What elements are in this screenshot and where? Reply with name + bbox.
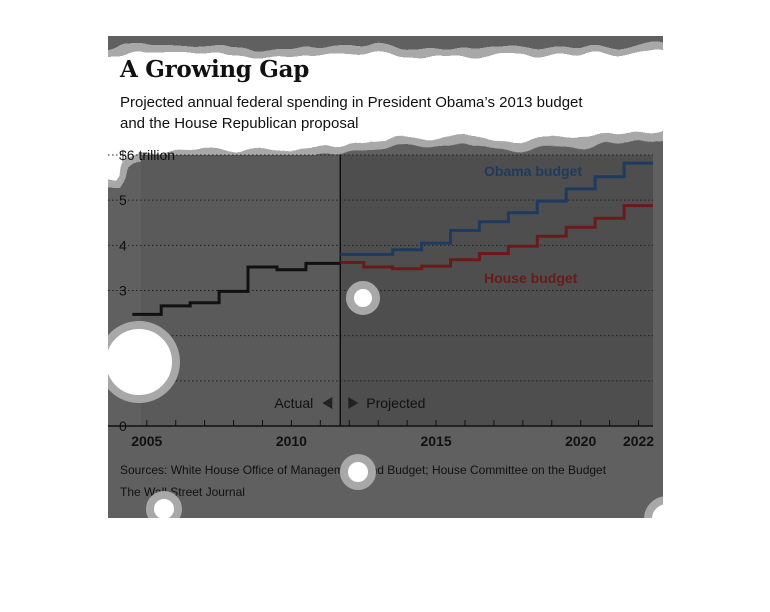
series-line-actual	[132, 261, 341, 316]
actual-label: Actual	[274, 395, 313, 411]
projected-label: Projected	[366, 395, 425, 411]
decorative-blob	[108, 321, 180, 403]
arrow-left-icon	[322, 397, 333, 409]
decorative-blob	[346, 281, 380, 315]
x-tick-label: 2015	[420, 433, 451, 449]
title-background	[108, 46, 663, 188]
decorative-blob	[340, 454, 376, 490]
chart-title: A Growing Gap	[120, 56, 310, 83]
chart-panel: 012345$6 trillion20052010201520202022Oba…	[108, 36, 663, 518]
y-tick-label: 4	[119, 237, 127, 253]
gridlines	[108, 154, 653, 426]
series-lines	[132, 161, 653, 316]
chart-labels: 012345$6 trillion20052010201520202022Oba…	[119, 147, 654, 449]
y-tick-label: $6 trillion	[119, 147, 175, 163]
chart-credit: The Wall Street Journal	[120, 485, 245, 499]
chart-subtitle-line-2: and the House Republican proposal	[120, 115, 359, 132]
y-tick-label: 5	[119, 192, 127, 208]
series-line-house	[340, 204, 653, 271]
x-tick-label: 2010	[276, 433, 307, 449]
x-axis	[108, 155, 653, 427]
arrow-right-icon	[348, 397, 359, 409]
x-tick-label: 2020	[565, 433, 596, 449]
series-label-house: House budget	[484, 270, 578, 286]
series-line-obama	[340, 161, 653, 256]
decorative-blob	[146, 491, 182, 518]
x-tick-label: 2005	[131, 433, 162, 449]
y-tick-label: 0	[119, 418, 127, 434]
chart-subtitle-line-1: Projected annual federal spending in Pre…	[120, 94, 583, 111]
series-label-obama: Obama budget	[484, 163, 582, 179]
x-tick-label: 2022	[623, 433, 654, 449]
y-tick-label: 3	[119, 283, 127, 299]
chart-svg: 012345$6 trillion20052010201520202022Oba…	[108, 46, 663, 449]
